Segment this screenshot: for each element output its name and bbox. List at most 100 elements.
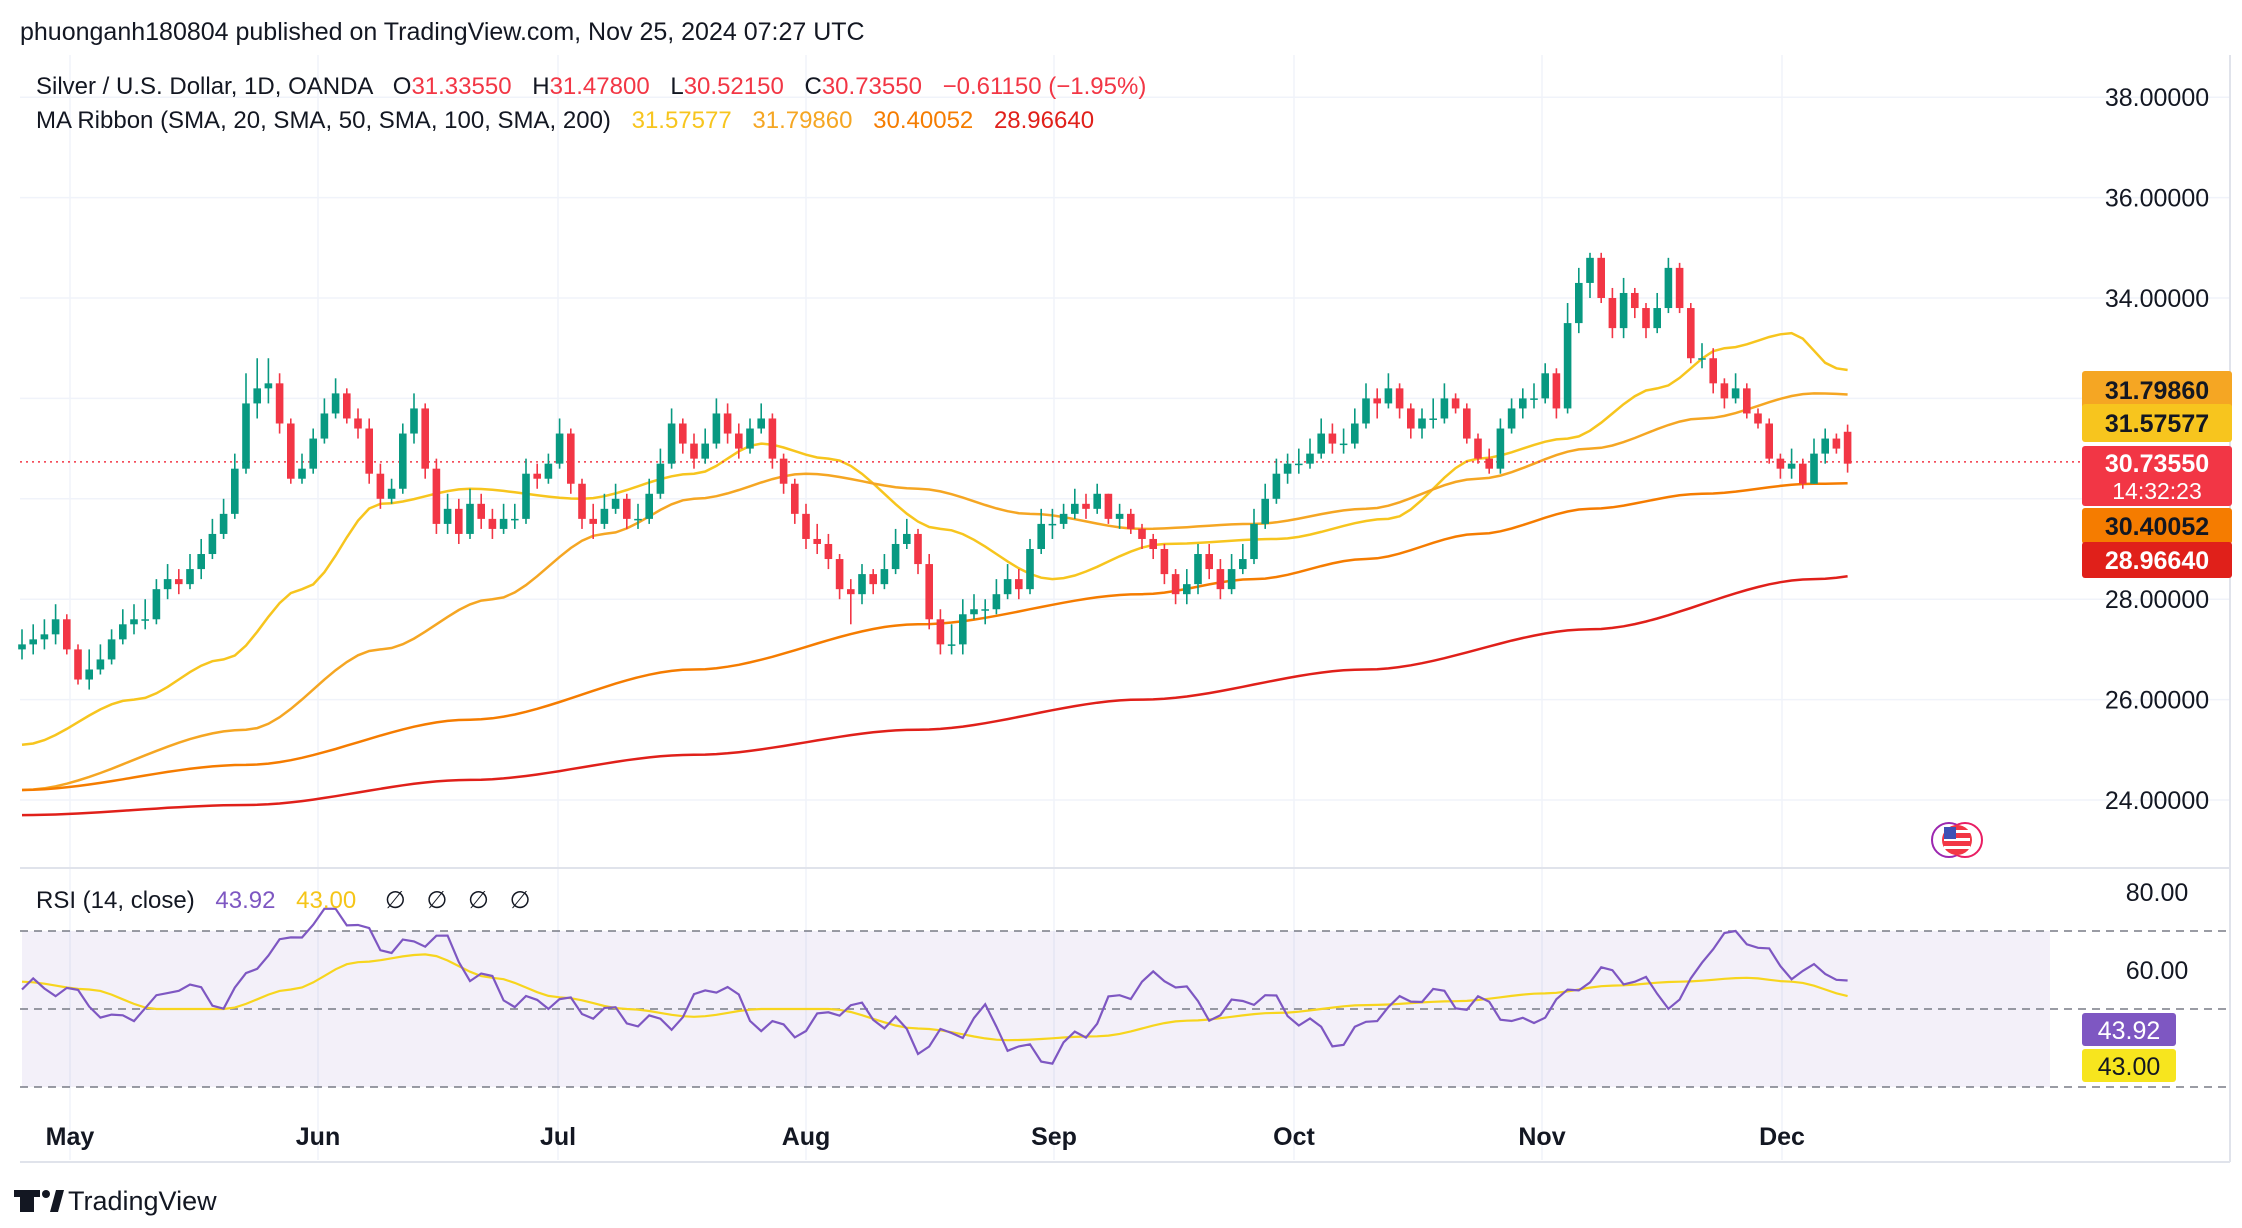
candle-body	[343, 393, 351, 419]
candle	[936, 609, 945, 655]
candle	[1832, 433, 1841, 454]
time-tick-label: Oct	[1273, 1123, 1315, 1151]
candle	[1339, 428, 1348, 454]
candle	[1317, 418, 1325, 459]
candle-body	[1295, 463, 1303, 466]
tag-ma200-text: 28.96640	[2105, 547, 2209, 575]
candle-body	[410, 408, 418, 434]
candle	[735, 423, 743, 459]
rsi-tick-label: 60.00	[2126, 957, 2189, 985]
candle	[1227, 554, 1236, 595]
candle-body	[298, 468, 306, 479]
change-value: −0.61150 (−1.95%)	[943, 73, 1147, 100]
candle-body	[421, 408, 429, 469]
candle-body	[208, 533, 217, 555]
candle-body	[824, 543, 833, 560]
candle-body	[1575, 282, 1583, 324]
candle	[432, 458, 441, 534]
candle	[970, 594, 978, 620]
candle-body	[869, 574, 877, 585]
close-value: 30.73550	[822, 73, 922, 100]
candle-body	[813, 538, 821, 544]
candle-body	[1418, 418, 1426, 429]
candle-body	[1440, 398, 1449, 419]
candle-body	[309, 438, 317, 469]
candle-body	[589, 518, 597, 524]
price-axis[interactable]: 38.00000 36.00000 34.00000 28.00000 26.00000…	[2105, 84, 2209, 815]
time-axis[interactable]: May Jun Jul Aug Sep Oct Nov Dec	[46, 1123, 1805, 1151]
candle	[1608, 287, 1617, 339]
candle	[802, 503, 810, 549]
candle	[1059, 503, 1068, 529]
candle-body	[1127, 513, 1135, 529]
candle-body	[1731, 388, 1740, 399]
candle	[443, 493, 452, 534]
candle	[1194, 543, 1202, 595]
rsi-axis[interactable]: 80.00 60.00	[2126, 879, 2189, 985]
candle	[847, 579, 855, 625]
candle-body	[1530, 398, 1538, 400]
candle	[1843, 424, 1852, 473]
candle-body	[735, 433, 743, 449]
candle-body	[1821, 438, 1829, 454]
candle-body	[656, 463, 665, 494]
price-tick-label: 34.00000	[2105, 285, 2209, 313]
candle-body	[914, 533, 922, 565]
candle-body	[354, 418, 362, 429]
candle-body	[119, 624, 127, 640]
candle-body	[455, 508, 463, 534]
candle-body	[757, 418, 765, 429]
open-label: O	[393, 73, 412, 100]
candle-body	[63, 619, 71, 650]
candle-body	[1261, 498, 1269, 524]
candle	[746, 418, 754, 454]
candle	[365, 418, 373, 484]
rsi-ma-value: 43.00	[296, 887, 356, 914]
candle-body	[51, 619, 60, 635]
candle-body	[578, 483, 586, 519]
open-value: 31.33550	[411, 73, 511, 100]
candle	[1127, 508, 1135, 534]
candle-body	[1384, 388, 1393, 404]
candle	[757, 403, 765, 434]
candle	[264, 358, 273, 404]
candle-body	[365, 428, 373, 474]
candle	[813, 523, 821, 555]
candle-body	[623, 498, 631, 519]
candle	[163, 564, 172, 600]
candle	[1272, 458, 1281, 504]
candle	[1709, 348, 1717, 394]
ma-line-sma-20	[21, 331, 1848, 747]
candle-body	[1787, 463, 1796, 469]
candle-body	[320, 413, 329, 439]
candle	[1463, 403, 1471, 444]
candle-body	[1216, 569, 1225, 590]
tag-rsi-ma-text: 43.00	[2098, 1053, 2161, 1081]
price-tick-label: 26.00000	[2105, 687, 2209, 715]
time-tick-label: Jul	[540, 1123, 576, 1151]
time-tick-label: Dec	[1759, 1123, 1805, 1151]
candle-body	[555, 433, 564, 464]
candle-body	[163, 579, 172, 590]
candle	[1183, 569, 1191, 605]
candle	[914, 528, 922, 575]
us-flag-icon[interactable]	[1931, 822, 1983, 858]
candle	[51, 604, 60, 645]
candle-body	[74, 649, 82, 680]
candle-body	[1373, 398, 1381, 404]
time-tick-label: May	[46, 1123, 95, 1151]
candle	[1351, 408, 1359, 449]
candle-body	[1429, 418, 1437, 420]
candle	[1395, 383, 1404, 419]
tag-countdown-text: 14:32:23	[2112, 478, 2202, 504]
candle-body	[152, 589, 161, 620]
price-tick-label: 38.00000	[2105, 84, 2209, 112]
candle-body	[1171, 574, 1180, 595]
candle-body	[18, 644, 26, 650]
candle	[1675, 262, 1684, 314]
candle	[1115, 503, 1124, 529]
candle	[1362, 383, 1370, 429]
candle	[331, 378, 340, 419]
candle	[477, 493, 485, 529]
